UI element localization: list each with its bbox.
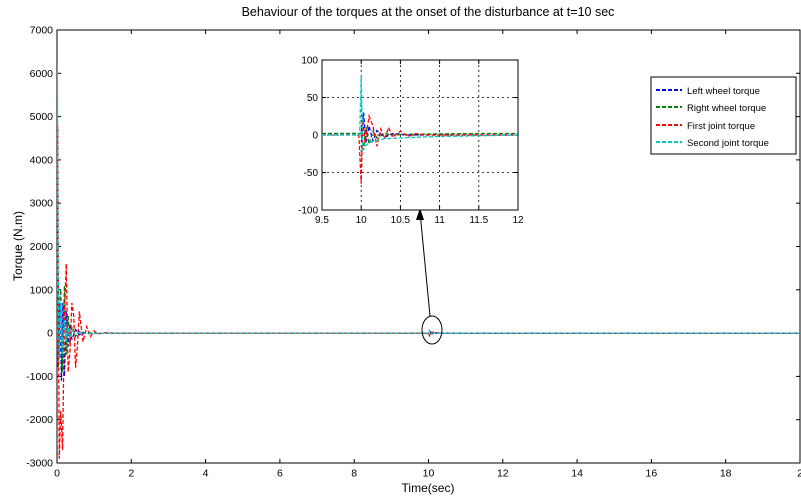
inset-y-tick-label: 0 [312, 131, 318, 142]
main-y-tick-label: 0 [47, 328, 53, 340]
inset-x-tick-label: 10.5 [391, 215, 411, 226]
main-y-tick-label: 5000 [30, 111, 54, 123]
legend: Left wheel torque Right wheel torque Fir… [650, 76, 797, 155]
legend-label-first-joint: First joint torque [687, 121, 755, 132]
zoom-arrow-line [419, 211, 431, 317]
main-x-tick-label: 2 [128, 468, 134, 480]
main-x-tick-label: 10 [423, 468, 435, 480]
legend-label-second-joint: Second joint torque [687, 138, 769, 149]
inset-y-ticks: -100 -50 0 50 100 [298, 56, 518, 217]
main-x-tick-label: 18 [720, 468, 732, 480]
main-x-tick-label: 4 [203, 468, 209, 480]
x-axis-label: Time(sec) [402, 481, 455, 495]
main-y-tick-label: -3000 [26, 458, 53, 470]
inset-x-tick-label: 11.5 [469, 215, 488, 226]
main-x-tick-label: 14 [571, 468, 583, 480]
chart-title: Behaviour of the torques at the onset of… [242, 5, 615, 19]
main-y-tick-label: 1000 [30, 284, 54, 296]
main-x-tick-label: 16 [646, 468, 658, 480]
inset-x-tick-label: 9.5 [315, 215, 329, 226]
main-series-first-joint-torque [57, 125, 800, 459]
inset-x-ticks: 9.5 10 10.5 11 11.5 12 [315, 60, 524, 226]
main-x-tick-label: 2 [797, 468, 801, 480]
main-y-tick-label: -2000 [26, 414, 53, 426]
inset-x-tick-label: 11 [434, 215, 445, 226]
main-series-second-joint-torque [57, 64, 800, 360]
inset-x-tick-label: 10 [356, 215, 368, 226]
main-x-tick-label: 12 [497, 468, 509, 480]
zoom-region-circle [421, 315, 443, 345]
main-x-tick-label: 6 [277, 468, 283, 480]
main-x-tick-label: 0 [54, 468, 60, 480]
inset-y-tick-label: 50 [307, 93, 319, 104]
main-x-tick-label: 8 [351, 468, 357, 480]
inset-series-second-joint-torque [322, 76, 518, 153]
inset-y-tick-label: 100 [301, 56, 318, 67]
main-y-ticks: -3000-2000-10000100020003000400050006000… [26, 25, 800, 470]
main-y-tick-label: 7000 [30, 25, 54, 37]
inset-y-tick-label: -50 [304, 168, 319, 179]
legend-label-left-wheel: Left wheel torque [687, 86, 760, 97]
y-axis-label: Torque (N.m) [11, 211, 25, 281]
inset-series-group [322, 76, 518, 184]
main-y-tick-label: 4000 [30, 154, 54, 166]
main-y-tick-label: 3000 [30, 198, 54, 210]
main-x-ticks: 0 2 4 6 8 10 12 14 16 18 2 [54, 30, 801, 480]
main-y-tick-label: -1000 [26, 371, 53, 383]
main-y-tick-label: 2000 [30, 241, 54, 253]
inset-y-tick-label: -100 [298, 206, 318, 217]
inset-x-tick-label: 12 [512, 215, 524, 226]
zoom-arrow-head [416, 208, 424, 220]
inset-series-right-wheel-torque [322, 127, 518, 151]
main-series-group [57, 64, 800, 459]
legend-label-right-wheel: Right wheel torque [687, 103, 766, 114]
main-y-tick-label: 6000 [30, 68, 54, 80]
